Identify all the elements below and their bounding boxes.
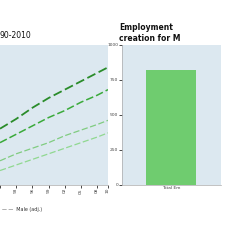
Text: creation for M: creation for M: [119, 34, 181, 43]
Text: — —  Male (adj.): — — Male (adj.): [2, 207, 42, 212]
Text: 90-2010: 90-2010: [0, 32, 32, 40]
Bar: [146, 70, 196, 184]
Text: Employment: Employment: [119, 22, 173, 32]
